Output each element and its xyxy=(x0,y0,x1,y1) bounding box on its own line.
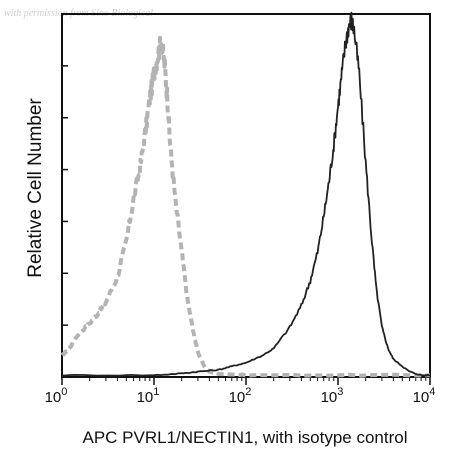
plot-frame xyxy=(61,13,431,378)
pvrl1-series xyxy=(61,11,431,377)
isotype-control-series xyxy=(60,35,431,378)
x-tick-label: 104 xyxy=(413,386,436,406)
x-tick-label: 103 xyxy=(321,386,344,406)
x-tick-label: 100 xyxy=(45,386,68,406)
x-tick-label: 102 xyxy=(229,386,252,406)
x-axis-label: APC PVRL1/NECTIN1, with isotype control xyxy=(82,428,408,447)
x-tick-label: 101 xyxy=(137,386,160,406)
